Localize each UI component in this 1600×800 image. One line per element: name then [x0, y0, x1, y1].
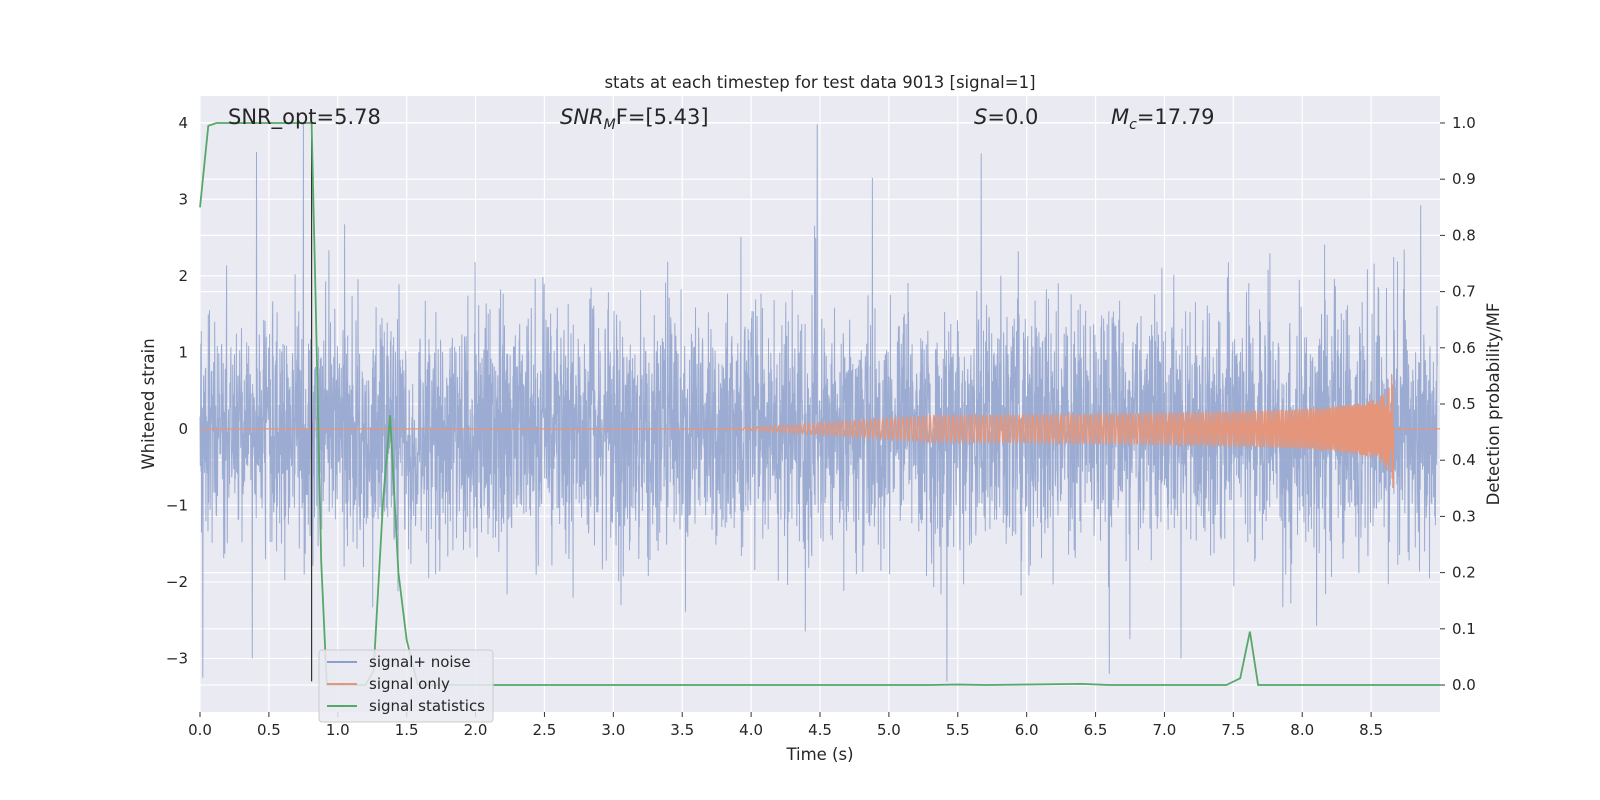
x-tick-label-9: 4.5	[808, 721, 832, 739]
y-axis-label-right: Detection probability/MF	[1484, 303, 1503, 506]
x-tick-label-5: 2.5	[533, 721, 557, 739]
y-right-tick-label-2: 0.2	[1452, 564, 1476, 582]
y-left-tick-label-1: −2	[166, 573, 188, 591]
y-right-tick-label-9: 0.9	[1452, 170, 1476, 188]
y-left-tick-label-6: 3	[178, 190, 188, 208]
x-tick-label-16: 8.0	[1290, 721, 1314, 739]
legend: signal+ noise signal only signal statist…	[318, 649, 494, 723]
x-tick-label-12: 6.0	[1015, 721, 1039, 739]
x-tick-label-2: 1.0	[326, 721, 350, 739]
x-tick-label-4: 2.0	[464, 721, 488, 739]
y-left-tick-label-0: −3	[166, 649, 188, 667]
x-tick-label-17: 8.5	[1359, 721, 1383, 739]
axes: 0.0 0.5 1.0 1.5 2.0 2.5 3.0 3.5 4.0 4.5 5.0 5.5 6.0 6…	[166, 114, 1476, 739]
x-axis-label: Time (s)	[785, 745, 853, 764]
x-tick-label-0: 0.0	[188, 721, 212, 739]
x-tick-label-10: 5.0	[877, 721, 901, 739]
signal-only-line	[200, 375, 1440, 488]
signal-statistics-line	[199, 122, 1440, 686]
x-tick-label-15: 7.5	[1221, 721, 1245, 739]
annotation-snr-opt: SNR_opt=5.78	[228, 105, 381, 130]
y-left-tick-label-4: 1	[178, 343, 188, 361]
x-tick-label-14: 7.0	[1153, 721, 1177, 739]
x-tick-label-3: 1.5	[395, 721, 419, 739]
y-right-tick-label-3: 0.3	[1452, 507, 1476, 525]
legend-label-signal-statistics: signal statistics	[369, 697, 485, 715]
series-signal-only	[200, 375, 1440, 488]
chart-title: stats at each timestep for test data 901…	[604, 73, 1035, 92]
y-left-tick-label-3: 0	[178, 420, 188, 438]
y-right-tick-label-5: 0.5	[1452, 395, 1476, 413]
x-tick-label-7: 3.5	[670, 721, 694, 739]
annotation-snr-mf: SNRMF=[5.43]	[560, 105, 709, 133]
y-right-tick-label-8: 0.8	[1452, 226, 1476, 244]
y-right-tick-label-10: 1.0	[1452, 114, 1476, 132]
y-right-tick-label-7: 0.7	[1452, 283, 1476, 301]
legend-label-signal-only: signal only	[369, 675, 450, 693]
series-signal-statistics	[199, 122, 1440, 686]
y-right-tick-label-1: 0.1	[1452, 620, 1476, 638]
y-left-tick-label-2: −1	[166, 496, 188, 514]
y-right-tick-label-4: 0.4	[1452, 451, 1476, 469]
x-tick-label-11: 5.5	[946, 721, 970, 739]
x-tick-label-8: 4.0	[739, 721, 763, 739]
y-axis-label-left: Whitened strain	[139, 338, 158, 469]
annotation-mc: Mc=17.79	[1111, 105, 1215, 133]
x-tick-label-13: 6.5	[1084, 721, 1108, 739]
x-tick-label-1: 0.5	[257, 721, 281, 739]
annotation-s: S=0.0	[974, 105, 1038, 129]
legend-label-signal-plus-noise: signal+ noise	[369, 653, 471, 671]
y-right-tick-label-6: 0.6	[1452, 339, 1476, 357]
y-right-tick-label-0: 0.0	[1452, 676, 1476, 694]
y-left-tick-label-7: 4	[178, 114, 188, 132]
y-left-tick-label-5: 2	[178, 267, 188, 285]
legend-box	[318, 649, 494, 723]
x-tick-label-6: 3.0	[601, 721, 625, 739]
